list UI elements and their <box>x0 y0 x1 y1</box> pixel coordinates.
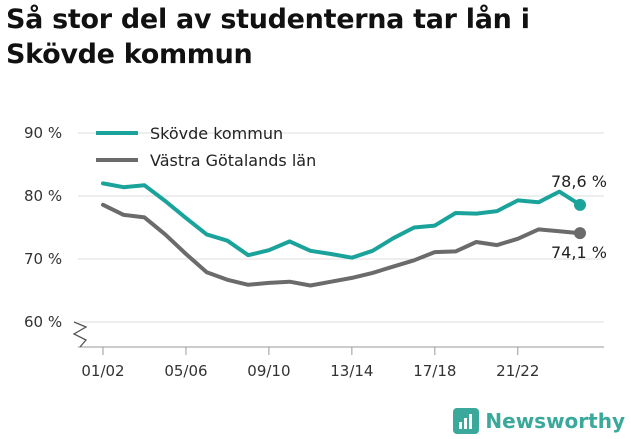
x-tick-label: 17/18 <box>413 362 456 380</box>
chart-title: Så stor del av studenterna tar lån i Skö… <box>6 4 530 70</box>
x-tick-label: 13/14 <box>330 362 373 380</box>
y-tick-label: 60 % <box>24 313 62 331</box>
x-axis-ticks: 01/02 05/06 09/10 13/14 17/18 21/22 <box>78 346 604 380</box>
legend-label-vastra-gotaland: Västra Götalands län <box>150 151 316 170</box>
gridlines <box>78 132 604 323</box>
series-end-marker-1 <box>574 227 586 240</box>
end-label-skovde: 78,6 % <box>551 172 607 191</box>
series-end-marker-0 <box>574 198 586 211</box>
y-tick-label: 80 % <box>24 187 62 205</box>
axis-break-mark <box>72 321 88 348</box>
end-label-vastra-gotaland: 74,1 % <box>551 243 607 262</box>
legend: Skövde kommun Västra Götalands län <box>96 124 316 170</box>
x-tick-label: 05/06 <box>164 362 207 380</box>
newsworthy-logo-icon <box>453 408 480 434</box>
x-tick-label: 09/10 <box>247 362 290 380</box>
x-tick-label: 21/22 <box>496 362 539 380</box>
legend-label-skovde: Skövde kommun <box>150 124 283 143</box>
y-tick-label: 70 % <box>24 250 62 268</box>
series-line-1 <box>101 202 582 288</box>
x-tick-label: 01/02 <box>81 362 124 380</box>
series-line-0 <box>101 181 582 260</box>
series-lines <box>101 181 586 288</box>
y-tick-label: 90 % <box>24 124 62 142</box>
brand-name: Newsworthy <box>485 409 625 433</box>
y-axis-ticks: 60 % 70 % 80 % 90 % <box>24 124 62 331</box>
newsworthy-brand: Newsworthy <box>453 408 625 434</box>
y-axis-break-icon <box>72 321 88 348</box>
